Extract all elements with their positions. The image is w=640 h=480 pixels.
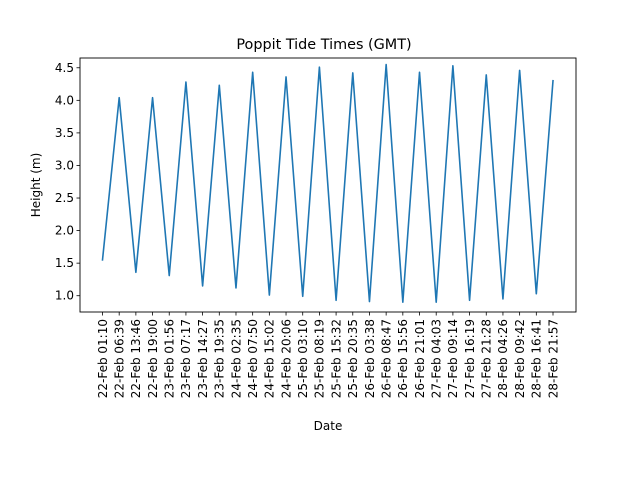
y-axis-ticks: 1.0 1.5 2.0 2.5 3.0 3.5 4.0 4.5 xyxy=(55,61,80,303)
data-point xyxy=(251,71,253,73)
data-point xyxy=(268,294,270,296)
data-point xyxy=(502,298,504,300)
x-tick-label: 25-Feb 03:10 xyxy=(296,319,310,398)
data-point xyxy=(535,293,537,295)
data-point xyxy=(368,300,370,302)
x-tick-label: 27-Feb 21:28 xyxy=(480,319,494,398)
data-point xyxy=(452,65,454,67)
x-tick-label: 28-Feb 09:42 xyxy=(513,319,527,398)
x-tick-label: 22-Feb 01:10 xyxy=(96,319,110,398)
y-tick-label: 4.0 xyxy=(55,93,74,107)
x-tick-label: 23-Feb 01:56 xyxy=(163,319,177,398)
data-point xyxy=(385,63,387,65)
x-tick-label: 28-Feb 16:41 xyxy=(530,319,544,398)
y-tick-label: 1.0 xyxy=(55,289,74,303)
x-tick-label: 25-Feb 15:32 xyxy=(329,319,343,398)
data-point xyxy=(302,295,304,297)
x-tick-label: 28-Feb 04:26 xyxy=(496,319,510,398)
x-tick-label: 24-Feb 20:06 xyxy=(279,319,293,398)
data-point xyxy=(151,97,153,99)
x-axis-ticks: 22-Feb 01:10 22-Feb 06:39 22-Feb 13:46 22-F… xyxy=(96,312,560,398)
x-tick-label: 23-Feb 07:17 xyxy=(179,319,193,398)
data-point xyxy=(285,76,287,78)
x-tick-label: 24-Feb 15:02 xyxy=(263,319,277,398)
data-point xyxy=(118,97,120,99)
x-tick-label: 26-Feb 08:47 xyxy=(379,319,393,398)
x-tick-label: 24-Feb 07:50 xyxy=(246,319,260,398)
x-tick-label: 26-Feb 15:56 xyxy=(396,319,410,398)
data-point xyxy=(201,285,203,287)
data-point xyxy=(352,72,354,74)
y-tick-label: 2.5 xyxy=(55,191,74,205)
data-point xyxy=(435,301,437,303)
x-tick-label: 25-Feb 20:35 xyxy=(346,319,360,398)
data-point xyxy=(468,299,470,301)
y-tick-label: 3.5 xyxy=(55,126,74,140)
data-point xyxy=(235,287,237,289)
x-tick-label: 23-Feb 14:27 xyxy=(196,319,210,398)
series-line xyxy=(101,63,554,304)
x-tick-label: 23-Feb 19:35 xyxy=(213,319,227,398)
y-axis-label: Height (m) xyxy=(29,153,43,218)
y-tick-label: 4.5 xyxy=(55,61,74,75)
plot-frame xyxy=(79,57,577,313)
y-tick-label: 1.5 xyxy=(55,256,74,270)
data-point xyxy=(335,299,337,301)
x-tick-label: 27-Feb 09:14 xyxy=(446,319,460,398)
x-tick-label: 27-Feb 04:03 xyxy=(430,319,444,398)
x-tick-label: 26-Feb 03:38 xyxy=(363,319,377,398)
data-point xyxy=(518,69,520,71)
data-point xyxy=(402,301,404,303)
x-tick-label: 27-Feb 16:19 xyxy=(463,319,477,398)
x-tick-label: 22-Feb 19:00 xyxy=(146,319,160,398)
data-point xyxy=(185,81,187,83)
y-tick-label: 2.0 xyxy=(55,224,74,238)
x-tick-label: 24-Feb 02:35 xyxy=(229,319,243,398)
data-point xyxy=(218,84,220,86)
y-tick-label: 3.0 xyxy=(55,158,74,172)
x-tick-label: 25-Feb 08:19 xyxy=(313,319,327,398)
data-point xyxy=(552,80,554,82)
data-point xyxy=(168,274,170,276)
x-tick-label: 28-Feb 21:57 xyxy=(546,319,560,398)
data-point xyxy=(101,259,103,261)
x-tick-label: 22-Feb 06:39 xyxy=(112,319,126,398)
x-tick-label: 22-Feb 13:46 xyxy=(129,319,143,398)
data-point xyxy=(418,71,420,73)
chart-title: Poppit Tide Times (GMT) xyxy=(236,37,411,53)
x-tick-label: 26-Feb 21:01 xyxy=(413,319,427,398)
x-axis-label: Date xyxy=(314,419,343,433)
data-point xyxy=(135,271,137,273)
data-point xyxy=(318,66,320,68)
data-point xyxy=(485,74,487,76)
